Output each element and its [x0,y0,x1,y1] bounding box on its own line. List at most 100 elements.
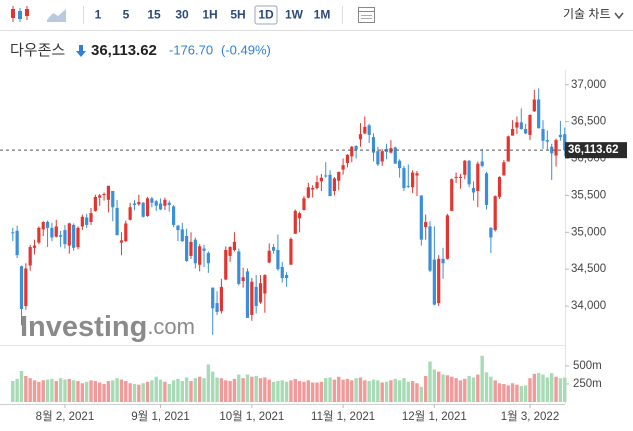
candle-body [419,195,423,240]
interval-button[interactable]: 1H [202,8,217,22]
volume-bar [11,381,15,402]
interval-button[interactable]: 1W [285,8,304,22]
dropdown-arrow[interactable] [614,12,624,20]
volume-bar [54,381,58,402]
volume-bar [410,381,415,402]
candle-body [545,140,549,142]
volume-bar [502,383,506,402]
volume-bar [280,380,284,402]
candle-body [202,248,206,251]
interval-button[interactable]: 5 [123,8,130,22]
volume-bar [563,377,567,402]
candle-body [563,134,567,151]
volume-bar [219,378,224,402]
volume-bar [302,381,306,402]
candle-body [541,129,545,141]
volume-bar [345,378,350,402]
candle-body [341,165,345,170]
candle-body [358,134,363,140]
volume-bar [532,373,537,402]
volume-bar [180,381,184,402]
candle-body [458,176,463,178]
volume-bar [393,378,397,402]
candle-body [484,173,489,205]
interval-button[interactable]: 15 [147,8,161,22]
candle-body [237,251,241,284]
candle-body [493,196,497,231]
candle-body [59,235,63,237]
volume-bar [389,380,393,402]
candle-body [480,161,484,166]
candle-body [106,185,111,200]
volume-bar [50,378,54,402]
candle-body [315,182,319,189]
volume-bar [19,370,24,402]
candle-body [185,235,189,262]
interval-button[interactable]: 30 [175,8,189,22]
volume-bar [515,384,519,402]
volume-bar [497,383,502,402]
instrument-name: 다우존스 [10,42,65,59]
interval-button[interactable]: 1M [314,8,331,22]
volume-bar [476,374,480,402]
interval-button[interactable]: 1 [95,8,102,22]
candle-body [85,217,89,225]
candle-body [180,229,184,242]
volume-bar [263,377,267,402]
interval-button[interactable]: 5H [230,8,245,22]
last-price-box [565,142,627,159]
candle-body [254,286,258,307]
volume-bar [454,378,458,402]
volume-bar [71,380,76,402]
candle-body [172,206,176,225]
volume-bar [319,381,324,402]
candle-body [528,115,532,135]
watermark: Investing.com [20,311,195,343]
volume-bar [367,381,371,402]
toolbar [0,0,633,30]
candle-body [163,199,167,206]
candle-body [267,250,271,263]
volume-bar [523,385,528,402]
candle-body [245,271,250,318]
candle-body [219,286,224,312]
candle-body [441,258,445,264]
candle-body [37,227,41,243]
volume-bar [341,379,345,402]
candle-icon[interactable] [11,6,29,22]
volume-bar [363,380,367,402]
interval-button[interactable]: 1D [258,8,274,22]
candle-body [402,168,406,189]
y-tick-label: 34,500 [571,263,606,275]
volume-bar [350,380,354,402]
volume-bar [550,373,554,402]
candle-body [193,239,197,264]
area-icon[interactable] [47,9,66,22]
candle-body [437,258,441,304]
y-tick-label: 35,000 [571,226,606,238]
volume-bar [354,378,358,402]
y-tick-label: 37,000 [571,79,606,91]
volume-bar [141,383,145,402]
volume-bar [276,381,280,402]
candle-body [250,281,254,315]
candle-body [145,198,150,217]
candle-body [367,125,371,135]
technical-chart-menu[interactable]: 기술 차트 [563,7,611,21]
candle-body [332,178,337,191]
volume-bar [241,378,245,402]
volume-bar [150,380,154,402]
volume-bar [67,378,71,402]
volume-bar [423,376,428,402]
candle-body [497,176,502,197]
candle-body [510,129,515,136]
candle-body [298,213,302,219]
volume-bar [324,378,328,402]
volume-bar [450,376,454,402]
candle-body [515,122,519,128]
candle-body [371,137,376,153]
volume-bar [76,381,80,402]
volume-bar [337,376,341,402]
candle-body [450,179,454,211]
chart-settings-icon[interactable] [358,7,375,23]
